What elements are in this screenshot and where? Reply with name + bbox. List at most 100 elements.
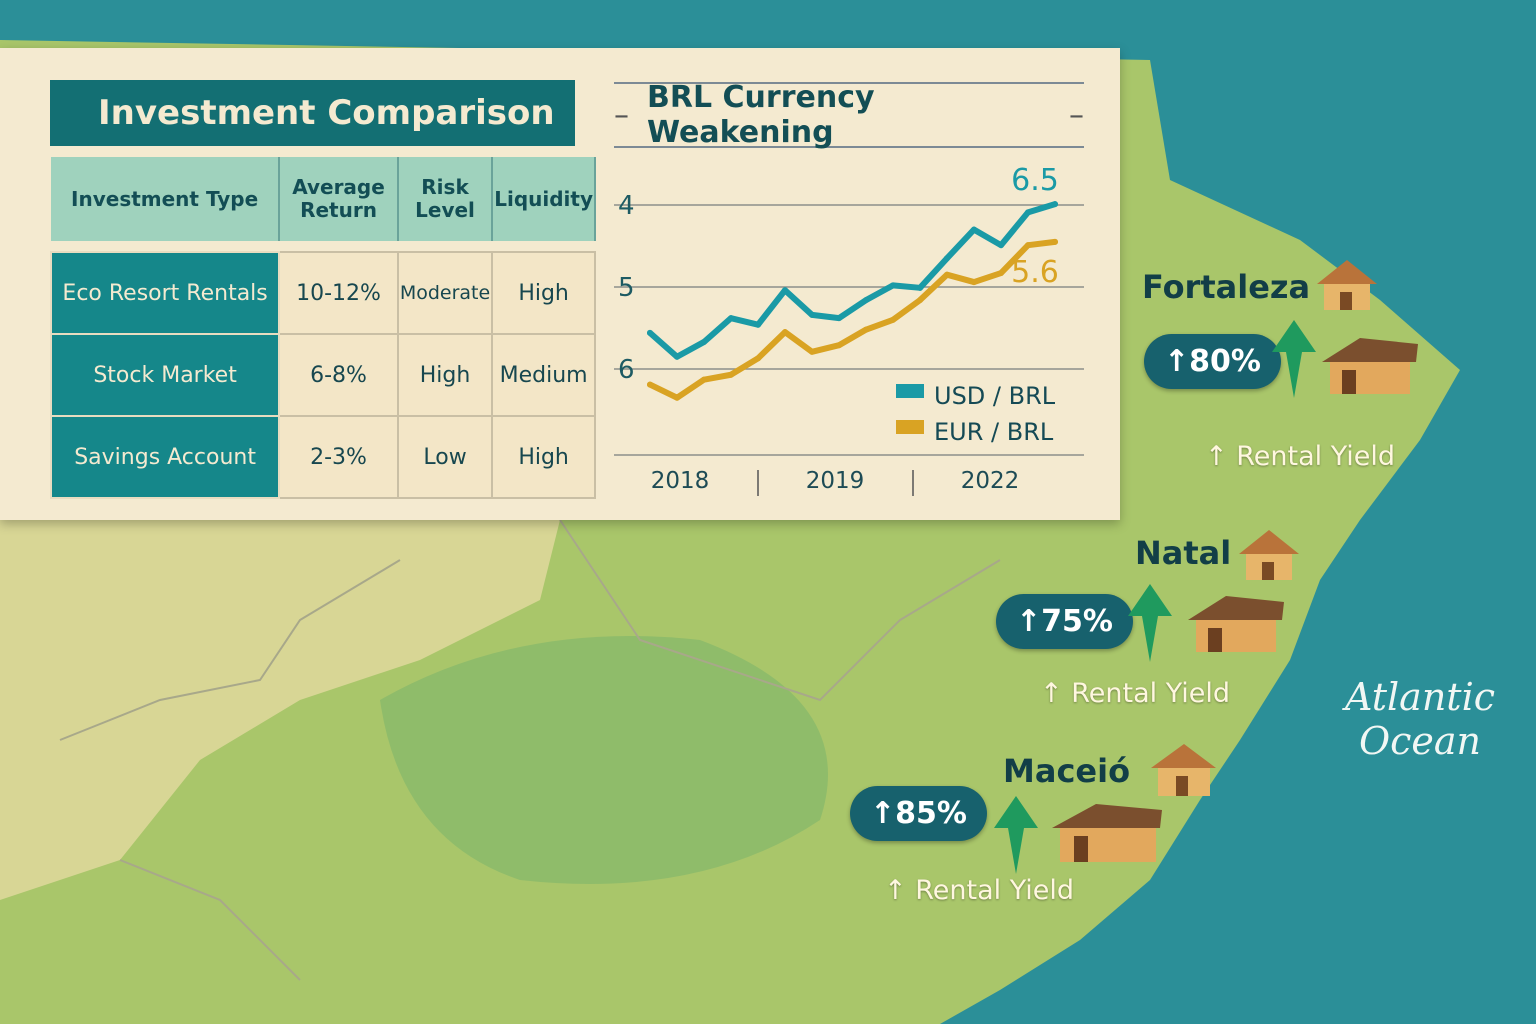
data-point xyxy=(782,287,788,294)
table-row: Stock Market 6-8% High Medium xyxy=(49,333,596,417)
rental-yield-natal: ↑ Rental Yield xyxy=(1040,678,1230,709)
investment-table: Investment Type Average Return Risk Leve… xyxy=(49,157,596,499)
city-label-fortaleza: Fortaleza xyxy=(1142,268,1311,306)
chart-title: BRL Currency Weakening xyxy=(647,80,875,150)
data-point xyxy=(728,315,734,322)
y-tick-label: 4 xyxy=(618,191,635,221)
data-point xyxy=(998,242,1004,249)
cell-type: Savings Account xyxy=(49,415,281,499)
up-arrow-icon: ↑ xyxy=(884,875,916,906)
cell-liquidity: Medium xyxy=(491,333,596,417)
end-value-label: 5.6 xyxy=(1011,255,1059,290)
yield-badge-natal: ↑75% xyxy=(996,594,1133,649)
rental-yield-maceio: ↑ Rental Yield xyxy=(884,875,1074,906)
data-point xyxy=(971,279,977,286)
eco-resort-house-icon xyxy=(1188,596,1284,652)
x-tick-label: 2022 xyxy=(961,468,1020,494)
rental-yield-fortaleza: ↑ Rental Yield xyxy=(1205,441,1395,472)
header-average-return: Average Return xyxy=(279,157,399,241)
cell-liquidity: High xyxy=(491,251,596,335)
data-point xyxy=(917,297,923,304)
legend-swatch xyxy=(896,420,924,434)
data-point xyxy=(782,329,788,336)
cell-liquidity: High xyxy=(491,415,596,499)
data-point xyxy=(971,226,977,233)
header-investment-type: Investment Type xyxy=(51,157,281,241)
table-header-row: Investment Type Average Return Risk Leve… xyxy=(51,157,596,241)
data-point xyxy=(755,321,761,328)
data-point xyxy=(1052,238,1058,245)
data-point xyxy=(890,316,896,323)
table-row: Eco Resort Rentals 10-12% Moderate High xyxy=(49,251,596,335)
eco-resort-house-icon xyxy=(1322,338,1418,394)
data-point xyxy=(728,371,734,378)
table-row: Savings Account 2-3% Low High xyxy=(49,415,596,499)
data-point xyxy=(674,353,680,360)
y-tick-label: 5 xyxy=(618,273,635,303)
forest-region xyxy=(380,636,828,884)
y-tick-label: 6 xyxy=(618,355,635,385)
city-label-natal: Natal xyxy=(1135,534,1232,572)
legend-label: EUR / BRL xyxy=(934,418,1054,446)
currency-chart: 4 5 6 2018 2019 2022 6.5 USD / BRL 5.6 EUR / BRL xyxy=(614,163,1084,496)
cell-type: Stock Market xyxy=(49,333,281,417)
up-arrow-icon: ↑ xyxy=(1040,678,1072,709)
table-title: Investment Comparison xyxy=(50,80,575,146)
end-value-label: 6.5 xyxy=(1011,163,1059,198)
cell-risk: Low xyxy=(396,415,494,499)
x-tick-label: 2019 xyxy=(806,468,865,494)
data-point xyxy=(1025,242,1031,249)
data-point xyxy=(890,282,896,289)
data-point xyxy=(674,394,680,401)
up-arrow-icon: ↑ xyxy=(1016,604,1042,639)
eco-resort-house-icon xyxy=(1052,804,1162,862)
data-point xyxy=(863,297,869,304)
yield-badge-fortaleza: ↑80% xyxy=(1144,334,1281,389)
yield-badge-maceio: ↑85% xyxy=(850,786,987,841)
data-point xyxy=(917,284,923,291)
header-liquidity: Liquidity xyxy=(492,157,596,241)
data-point xyxy=(701,338,707,345)
divider: – xyxy=(614,97,629,133)
data-point xyxy=(1025,209,1031,216)
cell-return: 2-3% xyxy=(278,415,399,499)
chart-title-bar: – BRL Currency Weakening – xyxy=(614,80,1084,150)
data-point xyxy=(836,315,842,322)
data-point xyxy=(647,381,653,388)
divider: – xyxy=(1069,97,1084,133)
cell-return: 10-12% xyxy=(278,251,399,335)
up-arrow-icon: ↑ xyxy=(1205,441,1237,472)
city-label-maceio: Maceió xyxy=(1003,752,1131,790)
x-tick-label: 2018 xyxy=(651,468,710,494)
growth-arrow-icon xyxy=(994,796,1038,874)
legend-label: USD / BRL xyxy=(934,382,1056,410)
legend-swatch xyxy=(896,384,924,398)
data-point xyxy=(836,342,842,349)
data-point xyxy=(809,311,815,318)
up-arrow-icon: ↑ xyxy=(1164,344,1190,379)
eco-resort-house-icon xyxy=(1151,744,1216,796)
data-point xyxy=(809,348,815,355)
data-point xyxy=(863,326,869,333)
series-line-eur xyxy=(647,238,1058,401)
data-point xyxy=(944,255,950,262)
ocean-label: Atlantic Ocean xyxy=(1344,675,1496,763)
data-point xyxy=(647,329,653,336)
inland-region xyxy=(0,520,560,900)
cell-return: 6-8% xyxy=(278,333,399,417)
header-risk-level: Risk Level xyxy=(397,157,494,241)
data-point xyxy=(944,271,950,278)
data-point xyxy=(755,355,761,362)
data-point xyxy=(1052,201,1058,208)
data-point xyxy=(998,270,1004,277)
eco-resort-house-icon xyxy=(1239,530,1299,580)
growth-arrow-icon xyxy=(1128,584,1172,662)
eco-resort-house-icon xyxy=(1317,260,1377,310)
cell-risk: High xyxy=(396,333,494,417)
up-arrow-icon: ↑ xyxy=(870,796,896,831)
cell-risk: Moderate xyxy=(396,251,494,335)
cell-type: Eco Resort Rentals xyxy=(49,251,281,335)
growth-arrow-icon xyxy=(1272,320,1316,398)
data-point xyxy=(701,376,707,383)
series-line-usd xyxy=(647,201,1058,360)
